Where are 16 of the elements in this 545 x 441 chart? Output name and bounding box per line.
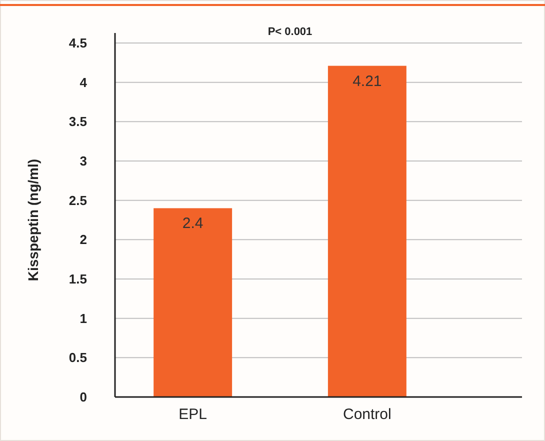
text: P< 0.001 <box>268 26 312 38</box>
y-tick-label: 1 <box>80 310 87 326</box>
y-tick-label: 2.5 <box>68 192 87 208</box>
y-tick-label: 3 <box>80 154 87 169</box>
y-tick-label: 0 <box>80 390 87 405</box>
data-label: 2.4 <box>182 215 204 232</box>
y-tick-label: 0.5 <box>68 350 87 366</box>
y-tick-label: 4.5 <box>68 36 87 51</box>
data-label: 4.21 <box>352 72 382 90</box>
y-axis-title: Kisspeptin (ng/ml) <box>25 158 41 282</box>
y-tick-label: 4 <box>80 74 88 90</box>
y-tick-label: 3.5 <box>68 114 87 130</box>
x-tick-label: Control <box>343 406 392 423</box>
y-tick-label: 1.5 <box>68 272 87 287</box>
y-tick-label: 2 <box>80 232 87 248</box>
x-tick-label: EPL <box>178 406 207 423</box>
